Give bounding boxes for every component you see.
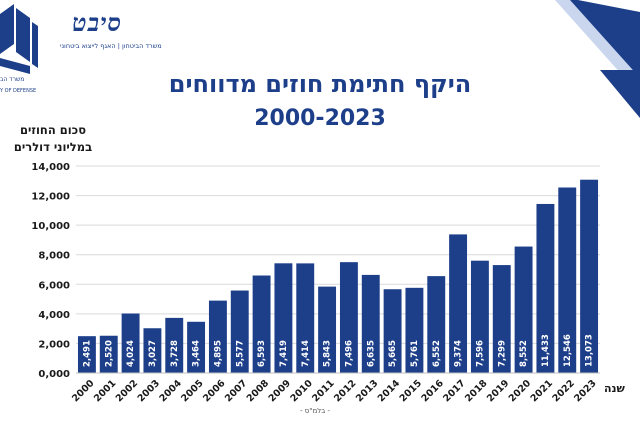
sibat-subtitle: משרד הביטחון | האגף לייצוא ביטחוני — [60, 42, 162, 50]
bar — [383, 289, 402, 373]
data-label: 7,414 — [301, 340, 311, 367]
bar — [470, 260, 489, 373]
data-label: 2,520 — [104, 340, 114, 367]
x-tick-label: 2023 — [572, 378, 598, 404]
y-tick-label: 12,000 — [31, 192, 70, 203]
x-tick-label: 2000 — [70, 378, 97, 405]
x-tick-label: 2012 — [332, 378, 358, 404]
data-label: 9,374 — [454, 340, 464, 367]
bar — [580, 179, 599, 373]
data-label: 6,635 — [366, 340, 376, 367]
bar — [252, 275, 271, 373]
data-label: 4,024 — [126, 340, 136, 367]
data-label: 12,546 — [563, 334, 573, 367]
data-label: 5,843 — [323, 340, 333, 367]
data-label: 7,496 — [344, 340, 354, 367]
x-tick-label: 2001 — [92, 378, 118, 404]
x-tick-label: 2018 — [463, 378, 490, 405]
x-tick-label: 2021 — [529, 378, 555, 404]
bar — [339, 262, 358, 373]
data-label: 5,665 — [388, 340, 398, 367]
bar — [361, 274, 380, 373]
x-tick-label: 2019 — [485, 378, 511, 404]
data-label: 11,433 — [541, 334, 551, 367]
x-tick-label: 2010 — [288, 378, 315, 405]
data-label: 7,596 — [475, 340, 485, 367]
y-tick-label: 2,000 — [38, 339, 70, 350]
bar — [208, 300, 227, 373]
x-tick-label: 2002 — [114, 378, 140, 404]
bar — [318, 286, 337, 373]
x-tick-label: 2007 — [223, 378, 249, 404]
sibat-logo: סיבט — [72, 8, 123, 37]
x-tick-label: 2003 — [136, 378, 162, 404]
bar — [514, 246, 533, 373]
x-tick-label: 2013 — [354, 378, 380, 404]
data-label: 5,761 — [410, 340, 420, 367]
ministry-name-english: Y OF DEFENSE — [0, 88, 37, 94]
y-tick-label: 10,000 — [31, 221, 70, 232]
data-label: 6,593 — [257, 340, 267, 367]
x-axis-label: שנה — [604, 382, 625, 395]
x-tick-label: 2020 — [507, 378, 534, 405]
bar — [230, 290, 249, 373]
bar — [121, 313, 140, 373]
y-tick-label: 0,000 — [38, 369, 70, 380]
bar — [492, 265, 511, 373]
data-label: 13,073 — [585, 334, 595, 367]
y-tick-label: 6,000 — [38, 280, 70, 291]
data-label: 7,299 — [497, 340, 507, 367]
bar — [558, 187, 577, 373]
chart-title: היקף חתימת חוזים מדווחים — [168, 70, 472, 98]
x-tick-label: 2004 — [157, 378, 184, 405]
bar — [427, 276, 446, 373]
data-label: 4,895 — [213, 340, 223, 367]
bar — [187, 321, 206, 373]
ministry-name-hebrew: משרד הב — [0, 76, 25, 83]
x-tick-label: 2009 — [267, 378, 293, 404]
y-axis-label: סכום החוזים במליוני דולרים — [13, 123, 93, 154]
x-tick-label: 2011 — [310, 378, 336, 404]
classification-footer: - בלמ"ס - — [300, 407, 331, 415]
ministry-emblem-icon — [0, 4, 38, 74]
data-label: 3,027 — [148, 340, 158, 367]
x-tick-label: 2005 — [179, 378, 205, 404]
x-tick-label: 2008 — [245, 378, 272, 405]
x-tick-label: 2006 — [201, 378, 228, 405]
bar — [405, 287, 424, 373]
data-label: 6,552 — [432, 340, 442, 367]
bar — [536, 203, 555, 373]
data-label: 5,577 — [235, 340, 245, 367]
x-tick-label: 2014 — [376, 378, 403, 405]
y-tick-label: 4,000 — [38, 310, 70, 321]
bar — [99, 335, 118, 373]
y-tick-label: 8,000 — [38, 251, 70, 262]
bar — [449, 234, 468, 373]
bar — [296, 263, 315, 373]
bar — [165, 317, 184, 373]
bar — [274, 263, 293, 373]
data-label: 8,552 — [519, 340, 529, 367]
x-tick-label: 2022 — [550, 378, 576, 404]
x-tick-label: 2015 — [398, 378, 424, 404]
x-tick-label: 2017 — [441, 378, 467, 404]
data-label: 3,728 — [170, 340, 180, 367]
data-label: 2,491 — [82, 340, 92, 367]
chart-subtitle: 2000-2023 — [254, 106, 386, 131]
y-tick-label: 14,000 — [31, 162, 70, 173]
bar — [143, 328, 162, 373]
bar — [77, 336, 96, 373]
data-label: 7,419 — [279, 340, 289, 367]
data-label: 3,464 — [192, 340, 202, 367]
x-tick-label: 2016 — [419, 378, 446, 405]
